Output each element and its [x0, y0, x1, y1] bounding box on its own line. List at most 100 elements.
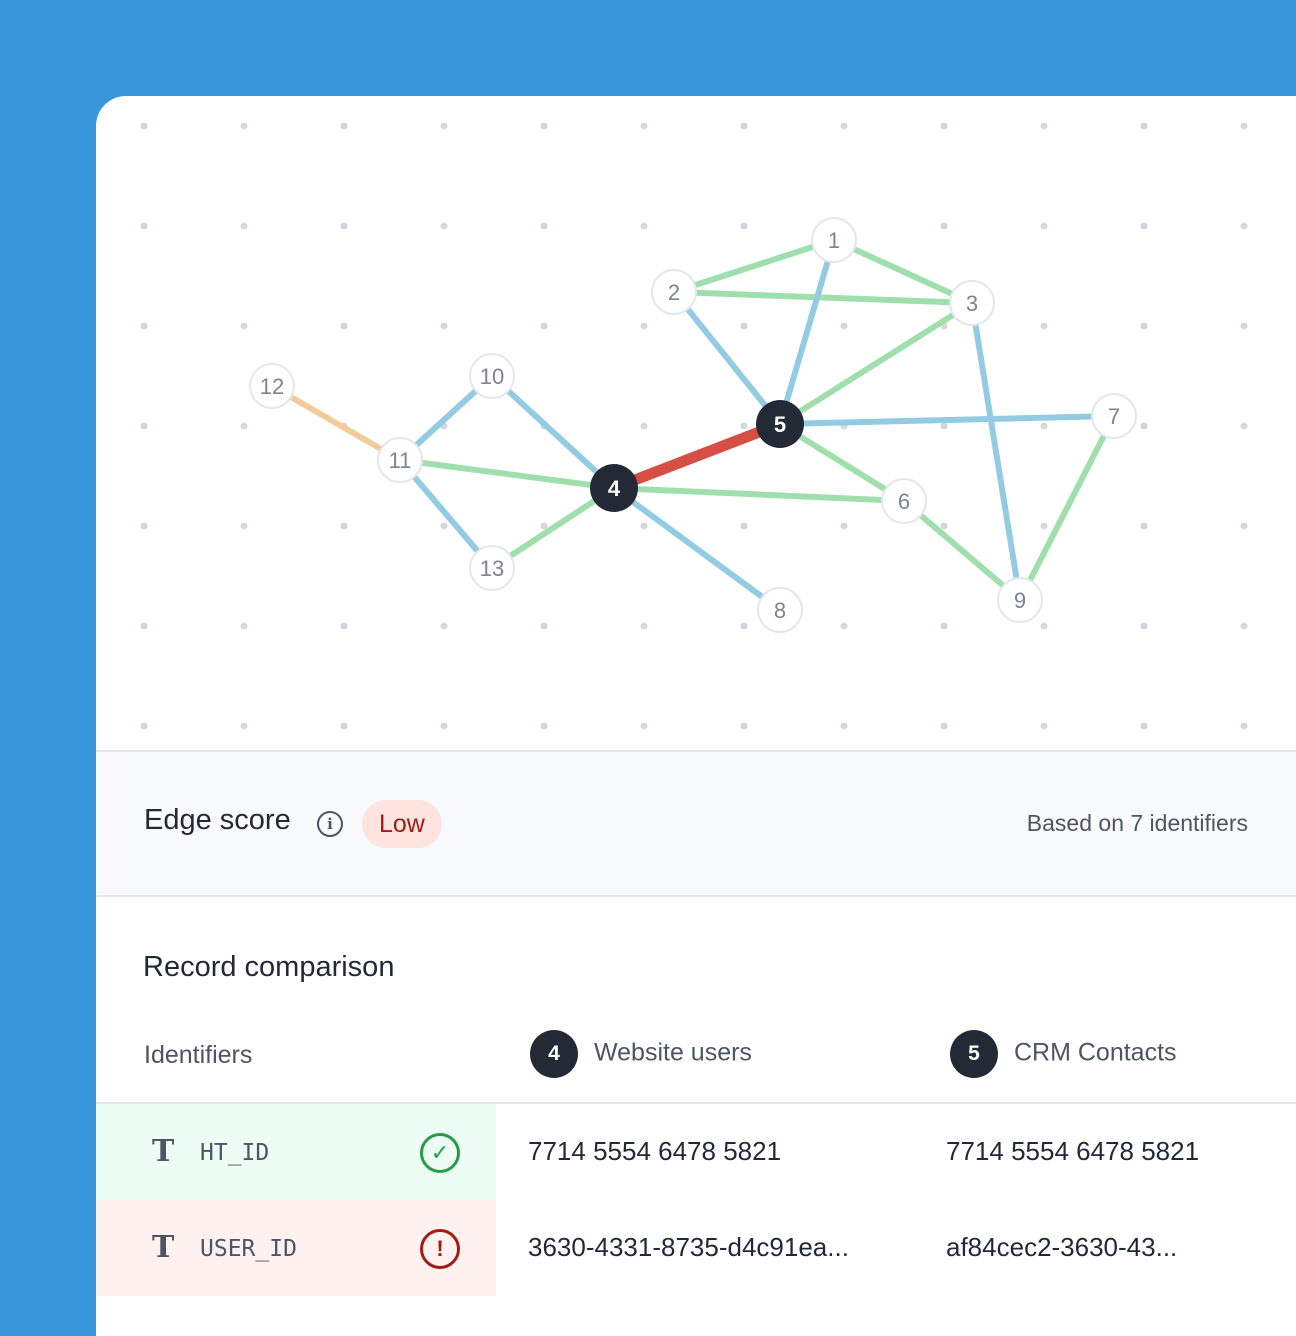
edge-6-9[interactable]: [901, 498, 1023, 603]
grid-dot: [240, 722, 248, 730]
grid-dot: [440, 322, 448, 330]
source-a-header: 4 Website users: [530, 1030, 752, 1078]
node-label: 10: [480, 364, 504, 389]
edge-5-6[interactable]: [777, 421, 907, 504]
node-13[interactable]: 13: [469, 545, 515, 591]
grid-dot: [340, 722, 348, 730]
edge-score-bar: Edge score i Low Based on 7 identifiers: [96, 750, 1296, 897]
grid-dot: [240, 422, 248, 430]
node-6[interactable]: 6: [881, 478, 927, 524]
source-a-label: Website users: [594, 1038, 752, 1067]
edge-1-5[interactable]: [777, 237, 837, 427]
grid-dot: [140, 122, 148, 130]
grid-dot: [1040, 122, 1048, 130]
node-4-badge: 4: [530, 1030, 578, 1078]
edge-2-3[interactable]: [671, 289, 975, 306]
grid-dot: [640, 522, 648, 530]
node-5-badge: 5: [950, 1030, 998, 1078]
edge-4-5[interactable]: [608, 418, 786, 494]
grid-dot: [540, 622, 548, 630]
alert-circle-icon: !: [420, 1229, 460, 1269]
node-10[interactable]: 10: [469, 353, 515, 399]
grid-dot: [640, 222, 648, 230]
source-a-value: 7714 5554 6478 5821: [528, 1136, 782, 1166]
grid-dot: [740, 422, 748, 430]
grid-dot: [240, 522, 248, 530]
grid-dot: [840, 522, 848, 530]
grid-dot: [140, 622, 148, 630]
node-label: 7: [1108, 404, 1120, 429]
grid-dot: [140, 222, 148, 230]
grid-dot: [440, 622, 448, 630]
grid-dot: [740, 322, 748, 330]
grid-dot: [440, 522, 448, 530]
grid-dot: [1040, 422, 1048, 430]
edge-13-4[interactable]: [489, 485, 617, 571]
edge-11-13[interactable]: [397, 457, 495, 571]
identifier-name: HT_ID: [200, 1140, 270, 1166]
edge-2-1[interactable]: [671, 237, 837, 295]
node-label: 1: [828, 228, 840, 253]
based-on-text: Based on 7 identifiers: [1026, 810, 1248, 836]
edge-10-4[interactable]: [489, 373, 617, 491]
edge-11-4[interactable]: [397, 457, 617, 491]
grid-dot: [940, 522, 948, 530]
node-5[interactable]: 5: [756, 400, 804, 448]
grid-dot: [840, 722, 848, 730]
text-type-icon: T: [152, 1230, 175, 1265]
identifier-name: USER_ID: [200, 1236, 297, 1262]
grid-dot: [1040, 622, 1048, 630]
table-row[interactable]: T HT_ID ✓ 7714 5554 6478 5821 7714 5554 …: [96, 1104, 1296, 1200]
node-12[interactable]: 12: [249, 363, 295, 409]
grid-dot: [1240, 622, 1248, 630]
node-4[interactable]: 4: [590, 464, 638, 512]
edge-5-7[interactable]: [777, 413, 1117, 427]
source-b-value: 7714 5554 6478 5821: [946, 1136, 1200, 1166]
node-7[interactable]: 7: [1091, 393, 1137, 439]
grid-dot: [1140, 422, 1148, 430]
table-row[interactable]: T USER_ID ! 3630-4331-8735-d4c91ea... af…: [96, 1200, 1296, 1296]
edge-3-9[interactable]: [969, 300, 1023, 603]
grid-dot: [640, 322, 648, 330]
node-9[interactable]: 9: [997, 577, 1043, 623]
grid-dot: [740, 722, 748, 730]
edge-4-8[interactable]: [611, 485, 783, 613]
check-circle-icon: ✓: [420, 1133, 460, 1173]
source-b-label: CRM Contacts: [1014, 1038, 1177, 1067]
edge-9-7[interactable]: [1017, 413, 1117, 603]
edge-2-5[interactable]: [671, 289, 783, 427]
edge-12-11[interactable]: [269, 383, 403, 463]
grid-dot: [240, 322, 248, 330]
grid-dot: [140, 522, 148, 530]
edge-detail-card: 1 2 3 4 5 6 7 8 9 10 11 12 13 Edge score i Low Based…: [96, 96, 1296, 1336]
edge-4-6[interactable]: [611, 485, 907, 504]
grid-dot: [640, 622, 648, 630]
info-icon[interactable]: i: [317, 811, 343, 837]
edge-1-3[interactable]: [831, 237, 975, 306]
node-label: 8: [774, 598, 786, 623]
node-8[interactable]: 8: [757, 587, 803, 633]
node-3[interactable]: 3: [949, 280, 995, 326]
record-comparison-title: Record comparison: [143, 951, 395, 983]
node-2[interactable]: 2: [651, 269, 697, 315]
grid-dot: [240, 222, 248, 230]
node-1[interactable]: 1: [811, 217, 857, 263]
grid-dot: [1040, 722, 1048, 730]
node-label: 12: [260, 374, 284, 399]
identifiers-header: Identifiers: [144, 1041, 253, 1069]
grid-dot: [1040, 522, 1048, 530]
node-11[interactable]: 11: [377, 437, 423, 483]
grid-dot: [840, 622, 848, 630]
grid-dot: [340, 322, 348, 330]
grid-dot: [540, 522, 548, 530]
source-b-header: 5 CRM Contacts: [950, 1030, 1177, 1078]
grid-dot: [1240, 322, 1248, 330]
node-label: 13: [480, 556, 504, 581]
node-label: 2: [668, 280, 680, 305]
source-a-value: 3630-4331-8735-d4c91ea...: [528, 1232, 849, 1262]
edge-5-3[interactable]: [777, 300, 975, 427]
grid-dot: [240, 622, 248, 630]
grid-dot: [1240, 522, 1248, 530]
node-label: 5: [774, 412, 786, 437]
